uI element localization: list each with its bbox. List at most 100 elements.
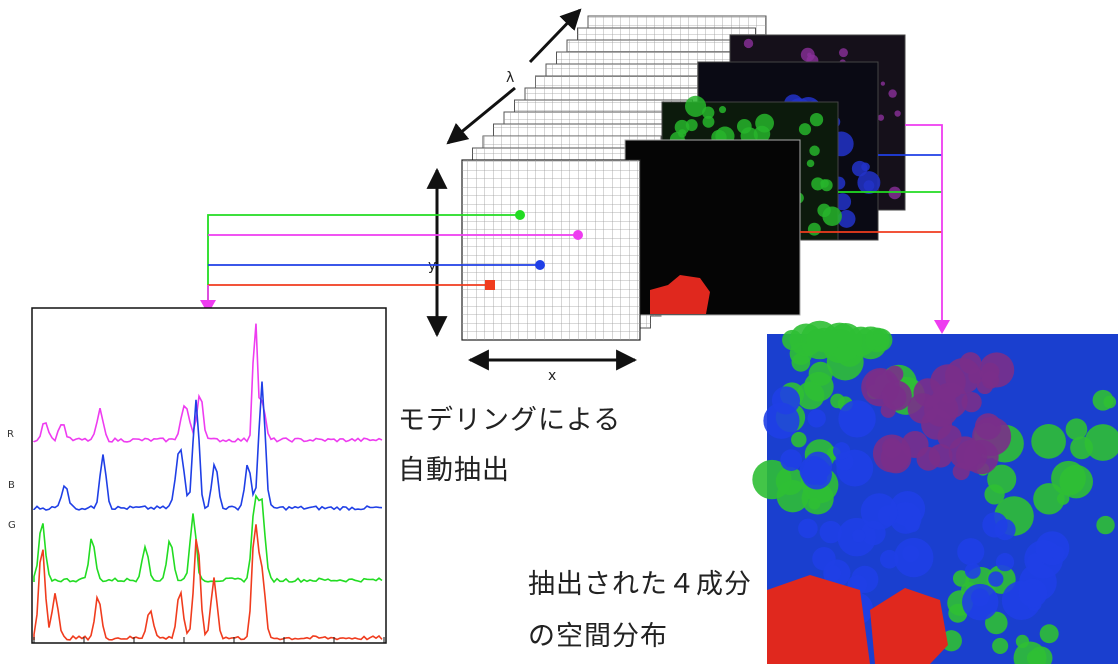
magenta-spot (880, 81, 886, 86)
green-spot (798, 123, 812, 136)
map-blob (894, 537, 934, 578)
arrowhead-map (934, 320, 950, 334)
map-blob (916, 446, 941, 471)
green-spot (807, 222, 821, 236)
map-blob (1015, 634, 1030, 649)
map-blob (1096, 515, 1115, 535)
lambda-axis-arrow-upper (528, 8, 582, 64)
y-axis-label: y (428, 258, 436, 274)
spectrum-label-r: R (7, 429, 14, 440)
map-blob (1039, 624, 1059, 644)
map-blob (780, 449, 803, 472)
layer-red (624, 139, 801, 316)
green-spot (702, 115, 715, 128)
green-spot (737, 119, 752, 134)
map-red-region (767, 575, 870, 664)
map-blob (808, 497, 821, 510)
map-blob (803, 371, 834, 402)
magenta-spot (743, 38, 754, 49)
green-spot (685, 95, 707, 117)
spectrum-label-g: G (8, 520, 16, 531)
map-blob (838, 400, 876, 438)
map-red-region (870, 588, 948, 664)
map-blob (782, 329, 803, 351)
green-spot (822, 206, 842, 227)
lambda-axis-arrow-lower (446, 86, 516, 145)
spatial-distribution-map (752, 320, 1118, 664)
lambda-axis-label: λ (506, 70, 514, 86)
map-blob (1018, 578, 1048, 608)
map-blob (964, 562, 981, 579)
green-spot (809, 145, 820, 157)
map-blob (1065, 418, 1088, 441)
connector-green (207, 214, 520, 308)
map-blob (771, 386, 801, 415)
magenta-spot (888, 89, 897, 98)
green-spot (809, 112, 824, 127)
pixel-point-magenta (573, 230, 583, 240)
map-blob (952, 570, 970, 587)
result-caption-line2: の空間分布 (528, 621, 668, 652)
spectrum-trace-magenta (33, 323, 383, 443)
spectrum-trace-blue (33, 381, 383, 512)
map-blob (962, 583, 999, 621)
map-blob (860, 493, 898, 530)
map-blob (948, 436, 982, 469)
map-blob (825, 565, 842, 582)
pixel-point-red (485, 280, 495, 290)
spectra-plot: R B G (7, 307, 387, 644)
spectrum-trace-green (33, 493, 383, 584)
spectrum-trace-red (33, 524, 383, 642)
blue-spot (861, 162, 870, 172)
red-blob (650, 275, 710, 314)
blue-spot (863, 180, 875, 192)
map-blob (1092, 389, 1114, 411)
green-spot (820, 179, 829, 188)
map-blob (1035, 531, 1070, 566)
map-blob (752, 459, 792, 500)
green-spot (719, 106, 727, 114)
pixel-point-blue (535, 260, 545, 270)
map-blob (988, 571, 1004, 587)
map-blob (972, 416, 1012, 457)
map-blob (872, 434, 911, 473)
connectors (200, 124, 950, 334)
map-blob (995, 553, 1015, 572)
map-blob (1051, 460, 1086, 496)
magenta-spot (888, 186, 902, 200)
x-axis-label: x (548, 368, 556, 384)
map-blob (985, 611, 1008, 635)
magenta-spot (877, 114, 885, 121)
map-blob (957, 538, 985, 566)
map-blob (801, 459, 833, 490)
map-blob (1057, 492, 1070, 505)
map-blob (791, 353, 811, 372)
map-blob (1070, 436, 1094, 460)
magenta-spot (838, 48, 848, 58)
arrowhead-spectra (200, 300, 216, 314)
map-blob (930, 364, 966, 400)
map-blob (1031, 424, 1066, 459)
spectrum-label-b: B (8, 480, 15, 491)
pixel-point-green (515, 210, 525, 220)
green-spot (674, 119, 690, 135)
result-caption-line1: 抽出された４成分 (528, 569, 752, 600)
map-blob (881, 380, 912, 411)
spectra-frame (31, 307, 387, 644)
map-blob (807, 409, 826, 428)
map-blob (889, 501, 922, 534)
modeling-caption-line1: モデリングによる (398, 405, 622, 436)
blue-spot (837, 210, 856, 228)
map-blob (982, 512, 1008, 538)
map-blob (819, 520, 843, 544)
connector-layer-magenta (905, 124, 943, 322)
map-blob (852, 529, 866, 543)
map-blob (1029, 646, 1053, 664)
magenta-spot (894, 110, 901, 117)
component-layers (624, 34, 906, 316)
map-blob (846, 326, 876, 357)
map-blob (830, 393, 845, 409)
green-spot (685, 119, 698, 132)
map-blob (984, 484, 1005, 505)
